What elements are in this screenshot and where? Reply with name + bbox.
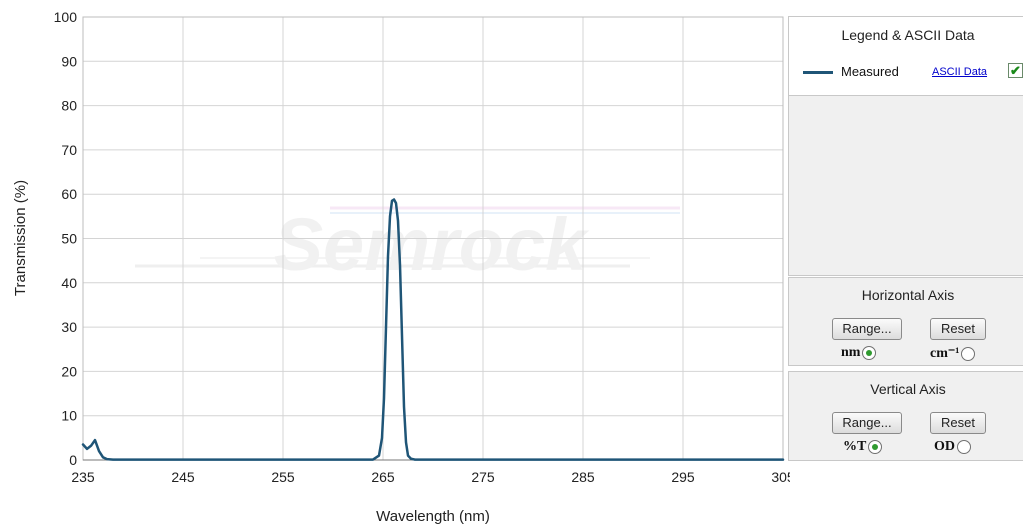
horizontal-reset-button[interactable]: Reset xyxy=(930,318,986,340)
y-tick-label: 20 xyxy=(61,363,77,379)
legend-entry-label: Measured xyxy=(841,64,899,79)
legend-swatch xyxy=(803,71,833,74)
vertical-reset-button[interactable]: Reset xyxy=(930,412,986,434)
y-tick-label: 40 xyxy=(61,275,77,291)
od-option-label: OD xyxy=(934,439,955,454)
ascii-data-link[interactable]: ASCII Data xyxy=(932,66,988,78)
legend-panel-title: Legend & ASCII Data xyxy=(841,27,975,43)
od-option[interactable]: OD xyxy=(934,439,971,455)
percent-t-option[interactable]: %T xyxy=(843,439,883,455)
wavenumber-option-label: cm⁻¹ xyxy=(930,346,960,361)
y-tick-label: 10 xyxy=(61,408,77,424)
horizontal-range-button[interactable]: Range... xyxy=(832,318,902,340)
y-tick-labels: 0 10 20 30 40 50 60 70 80 90 100 xyxy=(54,9,78,468)
horizontal-axis-title: Horizontal Axis xyxy=(861,287,955,303)
y-tick-label: 70 xyxy=(61,142,77,158)
y-tick-label: 60 xyxy=(61,186,77,202)
percent-t-option-label: %T xyxy=(843,439,867,454)
x-tick-label: 255 xyxy=(271,469,295,485)
x-tick-label: 265 xyxy=(371,469,395,485)
wavenumber-radio[interactable] xyxy=(961,346,976,361)
y-tick-label: 100 xyxy=(54,9,78,25)
transmission-chart: Semrock 235 245 255 265 275 285 295 305 0 10 20 30… xyxy=(12,9,790,525)
x-tick-label: 235 xyxy=(71,469,95,485)
legend-panel: Legend & ASCII Data Measured ASCII Data … xyxy=(788,16,1023,96)
od-radio[interactable] xyxy=(957,440,971,454)
y-tick-label: 50 xyxy=(61,231,77,247)
x-tick-label: 295 xyxy=(671,469,695,485)
nm-radio[interactable] xyxy=(862,346,877,360)
watermark-text: Semrock xyxy=(274,203,590,286)
nm-option[interactable]: nm xyxy=(841,345,877,361)
nm-option-label: nm xyxy=(841,345,861,360)
semrock-watermark: Semrock xyxy=(135,203,680,286)
x-tick-label: 245 xyxy=(171,469,195,485)
vertical-axis-title: Vertical Axis xyxy=(870,381,946,397)
x-tick-labels: 235 245 255 265 275 285 295 305 xyxy=(71,469,790,485)
y-axis-label: Transmission (%) xyxy=(12,180,29,296)
ascii-data-checkbox[interactable]: ✔ xyxy=(1008,63,1023,78)
x-tick-label: 285 xyxy=(571,469,595,485)
percent-t-radio[interactable] xyxy=(868,440,883,454)
wavenumber-option[interactable]: cm⁻¹ xyxy=(930,345,976,362)
horizontal-axis-panel: Horizontal Axis Range... Reset nm cm⁻¹ xyxy=(788,277,1023,366)
y-tick-label: 0 xyxy=(69,452,77,468)
y-tick-label: 80 xyxy=(61,98,77,114)
vertical-range-button[interactable]: Range... xyxy=(832,412,902,434)
series-layer xyxy=(81,198,785,461)
series-line-measured xyxy=(81,198,785,461)
x-tick-label: 275 xyxy=(471,469,495,485)
side-filler-area xyxy=(788,96,1023,276)
y-tick-label: 90 xyxy=(61,53,77,69)
x-axis-label: Wavelength (nm) xyxy=(376,508,490,525)
x-tick-label: 305 xyxy=(771,469,790,485)
y-tick-label: 30 xyxy=(61,319,77,335)
vertical-axis-panel: Vertical Axis Range... Reset %T OD xyxy=(788,371,1023,461)
